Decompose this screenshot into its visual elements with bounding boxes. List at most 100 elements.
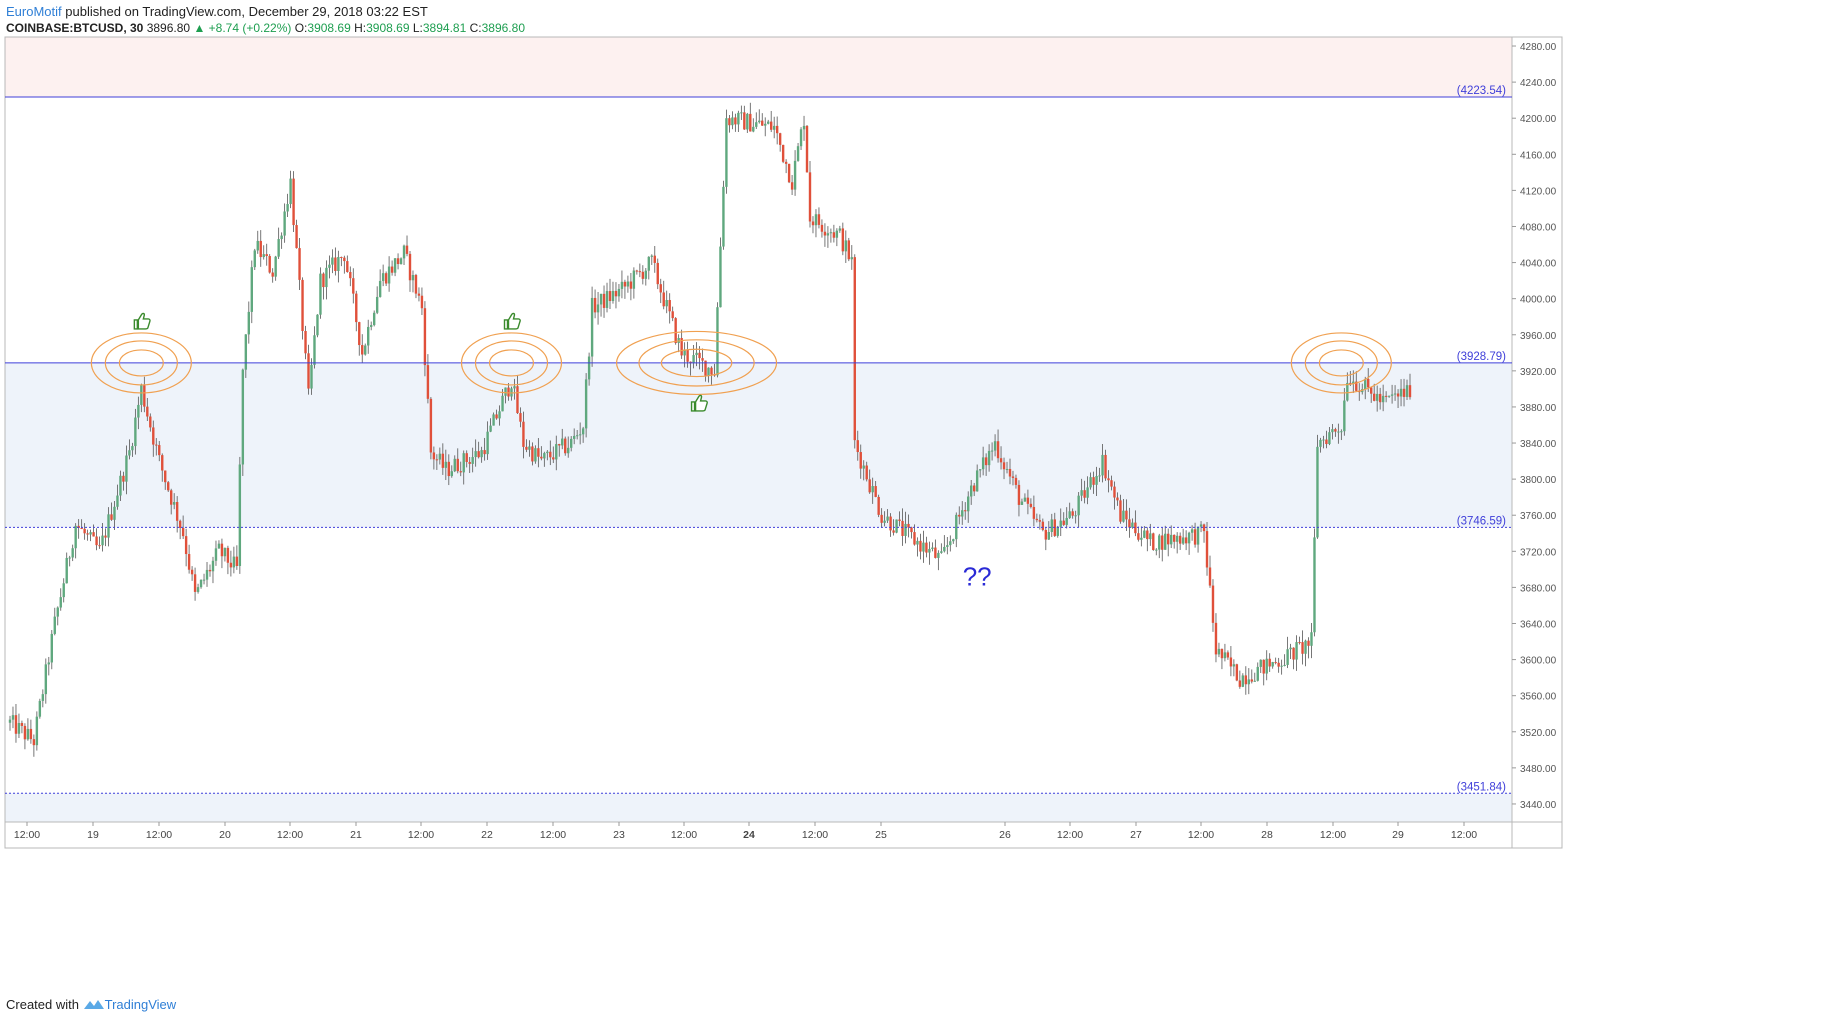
candle-body	[593, 297, 597, 313]
candle-body	[540, 456, 543, 459]
candle-body	[477, 451, 480, 458]
candle-body	[1008, 468, 1012, 477]
candle-body	[438, 453, 442, 460]
candle-body	[462, 453, 465, 473]
candle-body	[1244, 675, 1248, 685]
x-tick-label: 12:00	[277, 829, 303, 841]
candle-body	[1331, 429, 1334, 433]
candle-body	[184, 536, 188, 555]
candle-body	[552, 457, 555, 460]
candle-body	[375, 296, 379, 313]
candle-body	[399, 258, 403, 265]
candle-body	[644, 270, 648, 279]
price-change: ▲ +8.74 (+0.22%)	[193, 21, 292, 35]
candle-body	[1074, 515, 1077, 517]
candle-body	[1238, 680, 1242, 687]
candle-body	[656, 262, 659, 285]
candle-body	[901, 520, 904, 536]
candle-body	[1196, 526, 1200, 545]
shaded-zone-1	[5, 362, 1512, 528]
author-link[interactable]: EuroMotif	[6, 4, 62, 19]
candle-body	[232, 556, 236, 568]
candle-body	[775, 125, 779, 134]
candle-body	[561, 438, 564, 446]
target-marker-3	[1290, 332, 1392, 394]
candle-body	[301, 279, 304, 332]
candle-body	[298, 248, 301, 280]
candle-body	[1372, 393, 1376, 401]
candle-body	[701, 358, 704, 361]
candle-body	[172, 502, 176, 505]
candle-body	[1014, 477, 1018, 485]
candle-body	[662, 292, 665, 307]
candle-body	[740, 112, 743, 114]
candle-body	[1343, 400, 1346, 432]
candle-body	[1101, 454, 1104, 476]
candle-body	[1137, 533, 1140, 540]
candle-body	[259, 240, 262, 258]
candle-body	[525, 446, 528, 450]
candle-body	[486, 431, 489, 455]
candle-body	[904, 523, 907, 536]
tradingview-link[interactable]: TradingView	[104, 997, 177, 1012]
candle-body	[558, 444, 561, 446]
candle-body	[384, 273, 388, 284]
candle-body	[1390, 394, 1394, 396]
candle-body	[602, 293, 606, 308]
candle-body	[1301, 642, 1304, 654]
candle-body	[880, 514, 883, 523]
candle-body	[572, 435, 576, 439]
candle-body	[659, 284, 662, 293]
candle-body	[387, 266, 391, 284]
candle-body	[943, 546, 946, 552]
candle-body	[331, 257, 334, 265]
candle-body	[981, 457, 985, 470]
candle-body	[444, 461, 448, 468]
candle-body	[1065, 517, 1068, 525]
candle-body	[262, 254, 265, 258]
candle-body	[1328, 432, 1331, 445]
candle-body	[519, 413, 522, 422]
candle-body	[772, 125, 776, 130]
candle-body	[1211, 585, 1215, 623]
candle-body	[1298, 642, 1301, 644]
candle-body	[990, 450, 994, 452]
candle-body	[20, 723, 24, 726]
candle-body	[1307, 640, 1310, 646]
candle-body	[767, 121, 770, 124]
target-ring	[474, 340, 549, 386]
candle-body	[513, 386, 516, 389]
y-tick-label: 4000.00	[1520, 295, 1557, 306]
candle-body	[361, 345, 364, 355]
candle-body	[199, 579, 203, 588]
candle-body	[710, 367, 713, 375]
candle-body	[214, 548, 218, 561]
candle-body	[569, 438, 573, 448]
candle-body	[1241, 675, 1245, 687]
candle-body	[1193, 529, 1197, 545]
candle-body	[268, 256, 271, 273]
target-ring	[1318, 349, 1364, 377]
candle-body	[68, 557, 71, 559]
high-label: H:	[354, 21, 367, 35]
candle-body	[531, 446, 534, 462]
candle-body	[1369, 387, 1373, 394]
candle-body	[1214, 622, 1218, 655]
candle-body	[575, 435, 579, 437]
candle-body	[617, 288, 621, 297]
candle-body	[599, 293, 603, 305]
candle-body	[1161, 535, 1164, 550]
candle-body	[1292, 647, 1295, 660]
x-tick-label: 29	[1392, 829, 1404, 841]
candle-body	[877, 496, 880, 515]
candles	[8, 102, 1412, 757]
candle-body	[817, 214, 821, 225]
candle-body	[89, 532, 92, 535]
candle-body	[322, 273, 325, 288]
candle-body	[334, 257, 337, 271]
candle-body	[1235, 664, 1239, 681]
candle-body	[889, 516, 892, 531]
candle-body	[271, 272, 274, 277]
candle-body	[784, 161, 788, 164]
